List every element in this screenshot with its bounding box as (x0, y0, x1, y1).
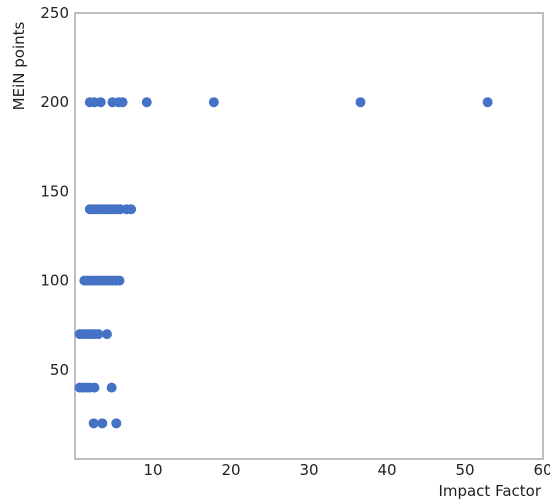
y-tick-label: 200 (40, 93, 69, 111)
data-point (101, 329, 112, 340)
y-tick-label: 150 (40, 182, 69, 200)
y-tick-label: 100 (40, 272, 69, 290)
y-axis-ticks: 50 100 150 200 250 (40, 4, 69, 379)
data-point (482, 97, 493, 108)
x-axis-ticks: 10 20 30 40 50 60 (143, 461, 550, 479)
data-point (208, 97, 219, 108)
plot-frame (74, 12, 544, 460)
data-point (89, 382, 100, 393)
data-point (111, 418, 122, 429)
data-point (88, 418, 99, 429)
x-tick-label: 60 (533, 461, 550, 479)
y-axis-label: MEiN points (10, 21, 28, 110)
data-point (114, 275, 125, 286)
x-tick-label: 30 (299, 461, 318, 479)
data-point (95, 97, 106, 108)
data-point (97, 418, 108, 429)
data-point (355, 97, 366, 108)
x-tick-label: 10 (143, 461, 162, 479)
x-tick-label: 20 (221, 461, 240, 479)
data-point (117, 97, 128, 108)
data-point (141, 97, 152, 108)
data-point (93, 329, 104, 340)
y-tick-label: 250 (40, 4, 69, 22)
data-point (106, 382, 117, 393)
data-points (74, 97, 493, 429)
x-tick-label: 50 (455, 461, 474, 479)
data-point (126, 204, 137, 215)
y-tick-label: 50 (50, 361, 69, 379)
x-tick-label: 40 (377, 461, 396, 479)
x-axis-label: Impact Factor (438, 482, 541, 500)
